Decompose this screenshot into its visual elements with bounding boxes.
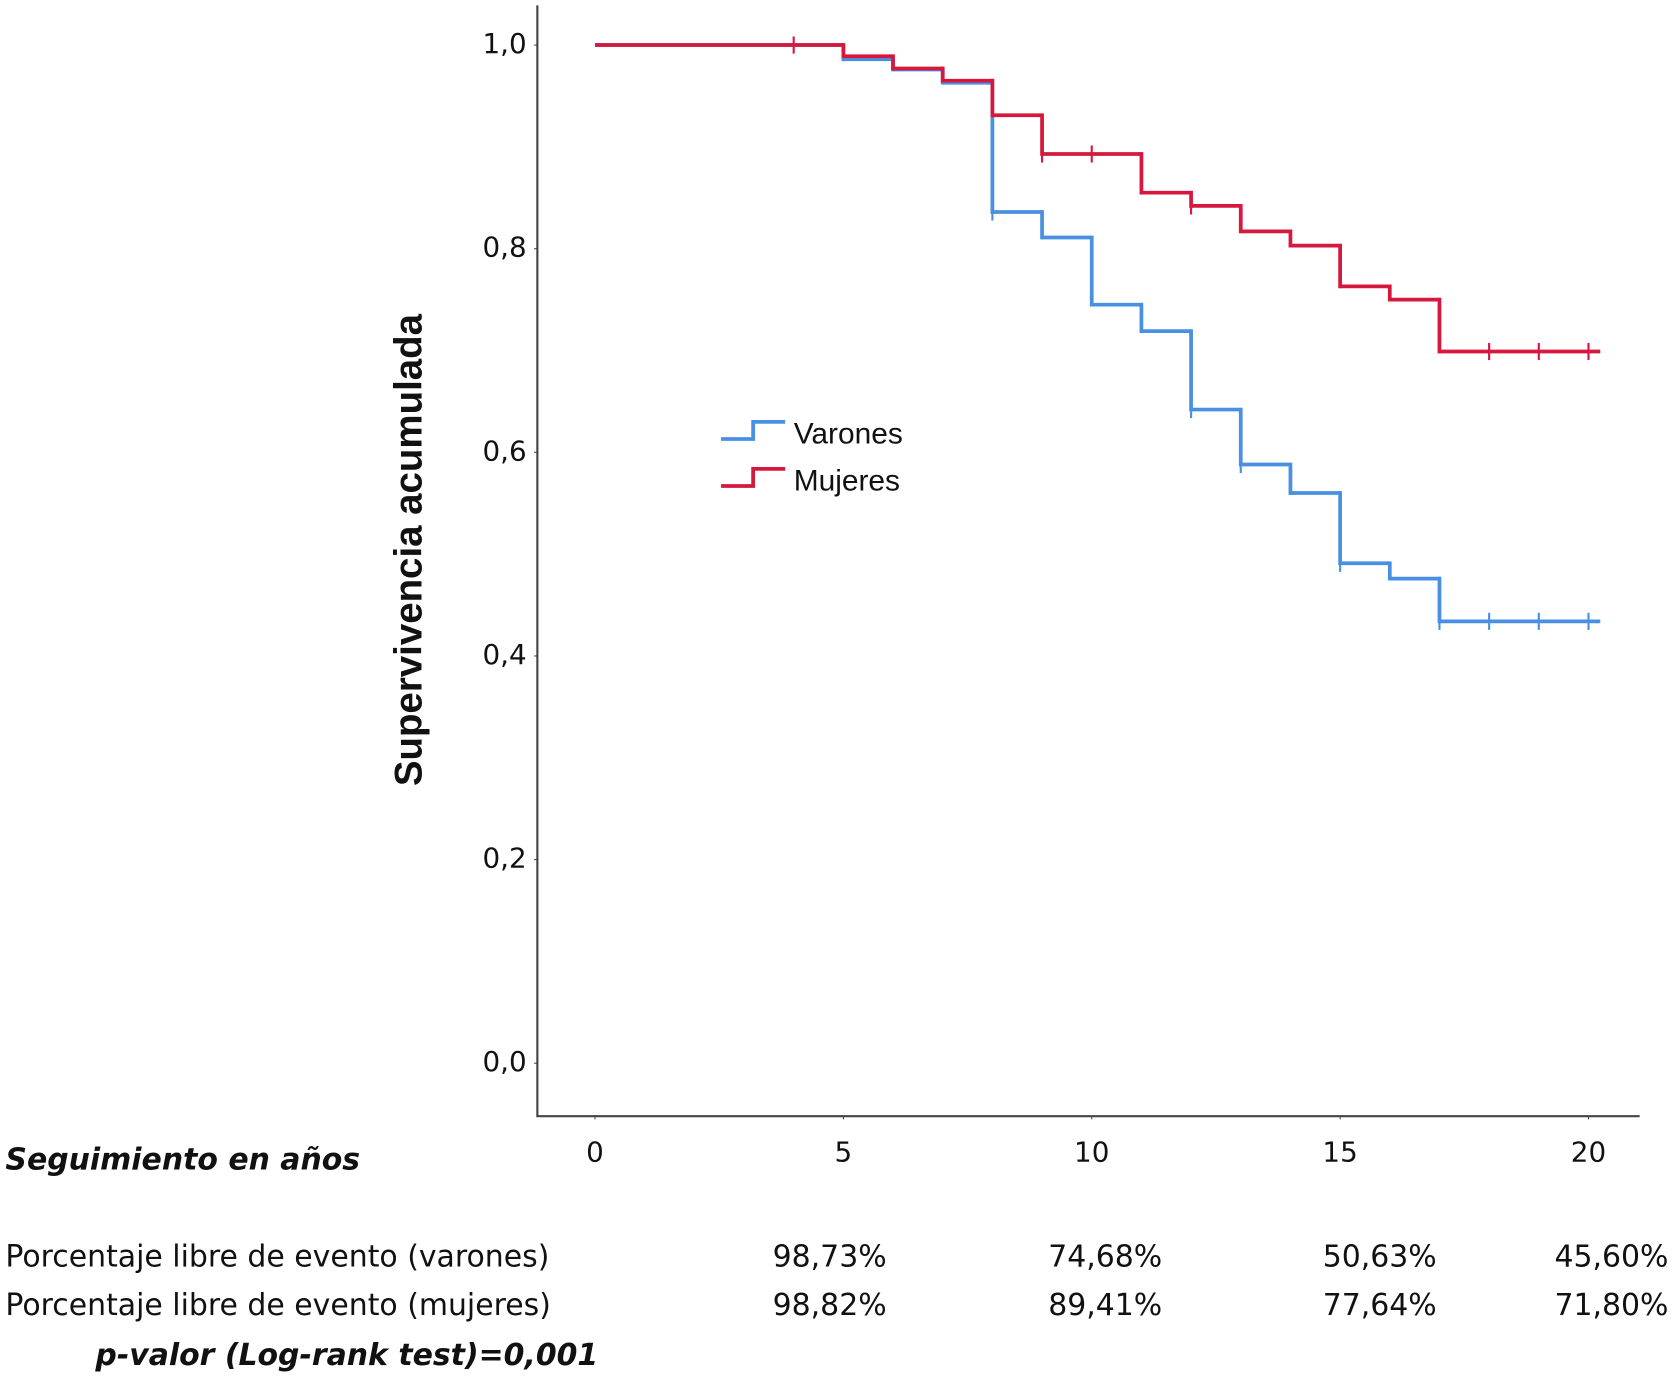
x-tick-label: 0 <box>586 1136 604 1169</box>
axes <box>536 5 1640 1118</box>
table-cell: 98,73% <box>773 1240 887 1275</box>
legend-label: Varones <box>794 418 903 451</box>
row-label: Porcentaje libre de evento (varones) <box>5 1240 549 1275</box>
y-tick-label: 0,6 <box>483 434 527 467</box>
x-tick-label: 10 <box>1074 1136 1109 1169</box>
table-cell: 98,82% <box>773 1288 887 1323</box>
row-label: Porcentaje libre de evento (mujeres) <box>5 1288 550 1323</box>
x-axis-title: Seguimiento en años <box>5 1143 360 1178</box>
y-tick-label: 0,4 <box>483 638 527 671</box>
table-cell: 77,64% <box>1323 1288 1437 1323</box>
table-cell: 74,68% <box>1048 1240 1162 1275</box>
x-tick-label: 5 <box>835 1136 853 1169</box>
y-tick-label: 0,2 <box>483 842 527 875</box>
y-tick-label: 1,0 <box>483 27 527 60</box>
legend-icon <box>721 467 786 488</box>
legend-label: Mujeres <box>794 465 900 498</box>
y-tick-label: 0,0 <box>483 1045 527 1078</box>
table-cell: 89,41% <box>1048 1288 1162 1323</box>
table-cell: 50,63% <box>1323 1240 1437 1275</box>
table-cell: 71,80% <box>1555 1288 1669 1323</box>
x-tick-label: 20 <box>1571 1136 1606 1169</box>
y-tick-label: 0,8 <box>483 231 527 264</box>
table-cell: 45,60% <box>1555 1240 1669 1275</box>
p-value: p-valor (Log-rank test)=0,001 <box>94 1338 598 1373</box>
x-tick-label: 15 <box>1322 1136 1357 1169</box>
y-axis-title: Supervivencia acumulada <box>387 313 430 786</box>
legend-icon <box>721 420 786 441</box>
